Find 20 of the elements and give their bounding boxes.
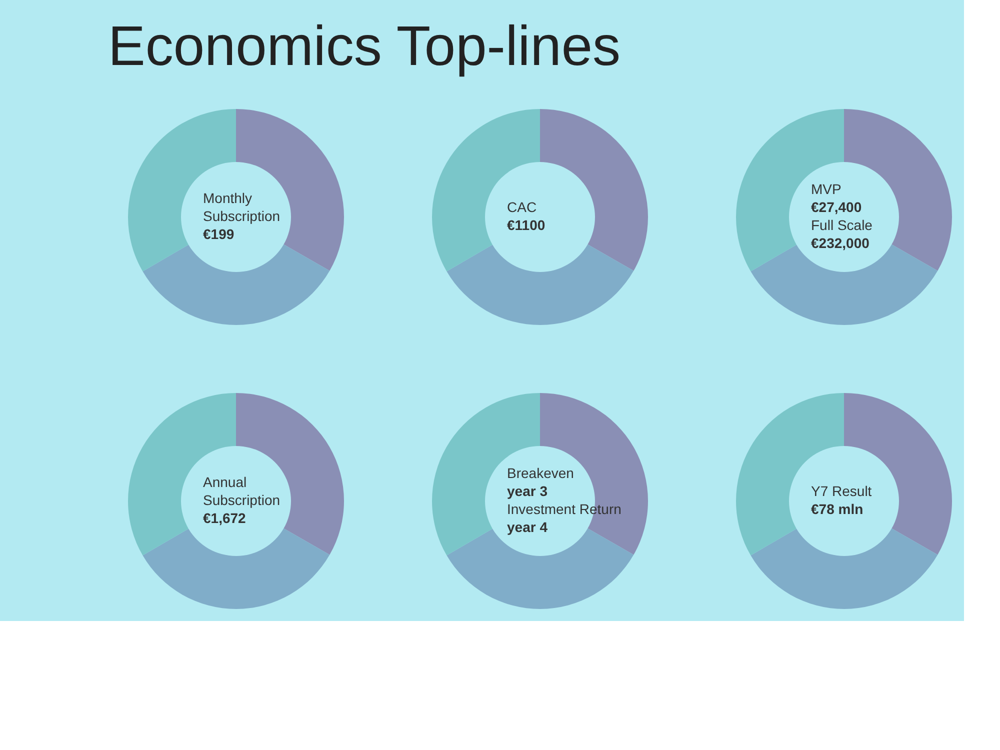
text: €1100 xyxy=(507,217,546,233)
text: €78 mln xyxy=(811,501,864,517)
text: year 4 xyxy=(507,519,548,535)
text: €1,672 xyxy=(203,510,246,526)
text: Full Scale xyxy=(811,217,873,233)
chart-title: Economics Top-lines xyxy=(108,14,621,77)
text: Annual Subscription xyxy=(203,474,280,508)
text: €27,400 xyxy=(811,199,862,215)
text: MVP xyxy=(811,181,842,197)
text: Monthly Subscription xyxy=(203,190,280,224)
text: Y7 Result xyxy=(811,483,872,499)
text: €199 xyxy=(203,226,234,242)
donut-slice xyxy=(142,528,330,609)
donut-slice xyxy=(750,528,938,609)
text: Breakeven xyxy=(507,465,574,481)
donut-slice xyxy=(142,244,330,325)
donut-slice xyxy=(446,244,634,325)
text: €232,000 xyxy=(811,235,870,251)
text: year 3 xyxy=(507,483,548,499)
text: CAC xyxy=(507,199,537,215)
